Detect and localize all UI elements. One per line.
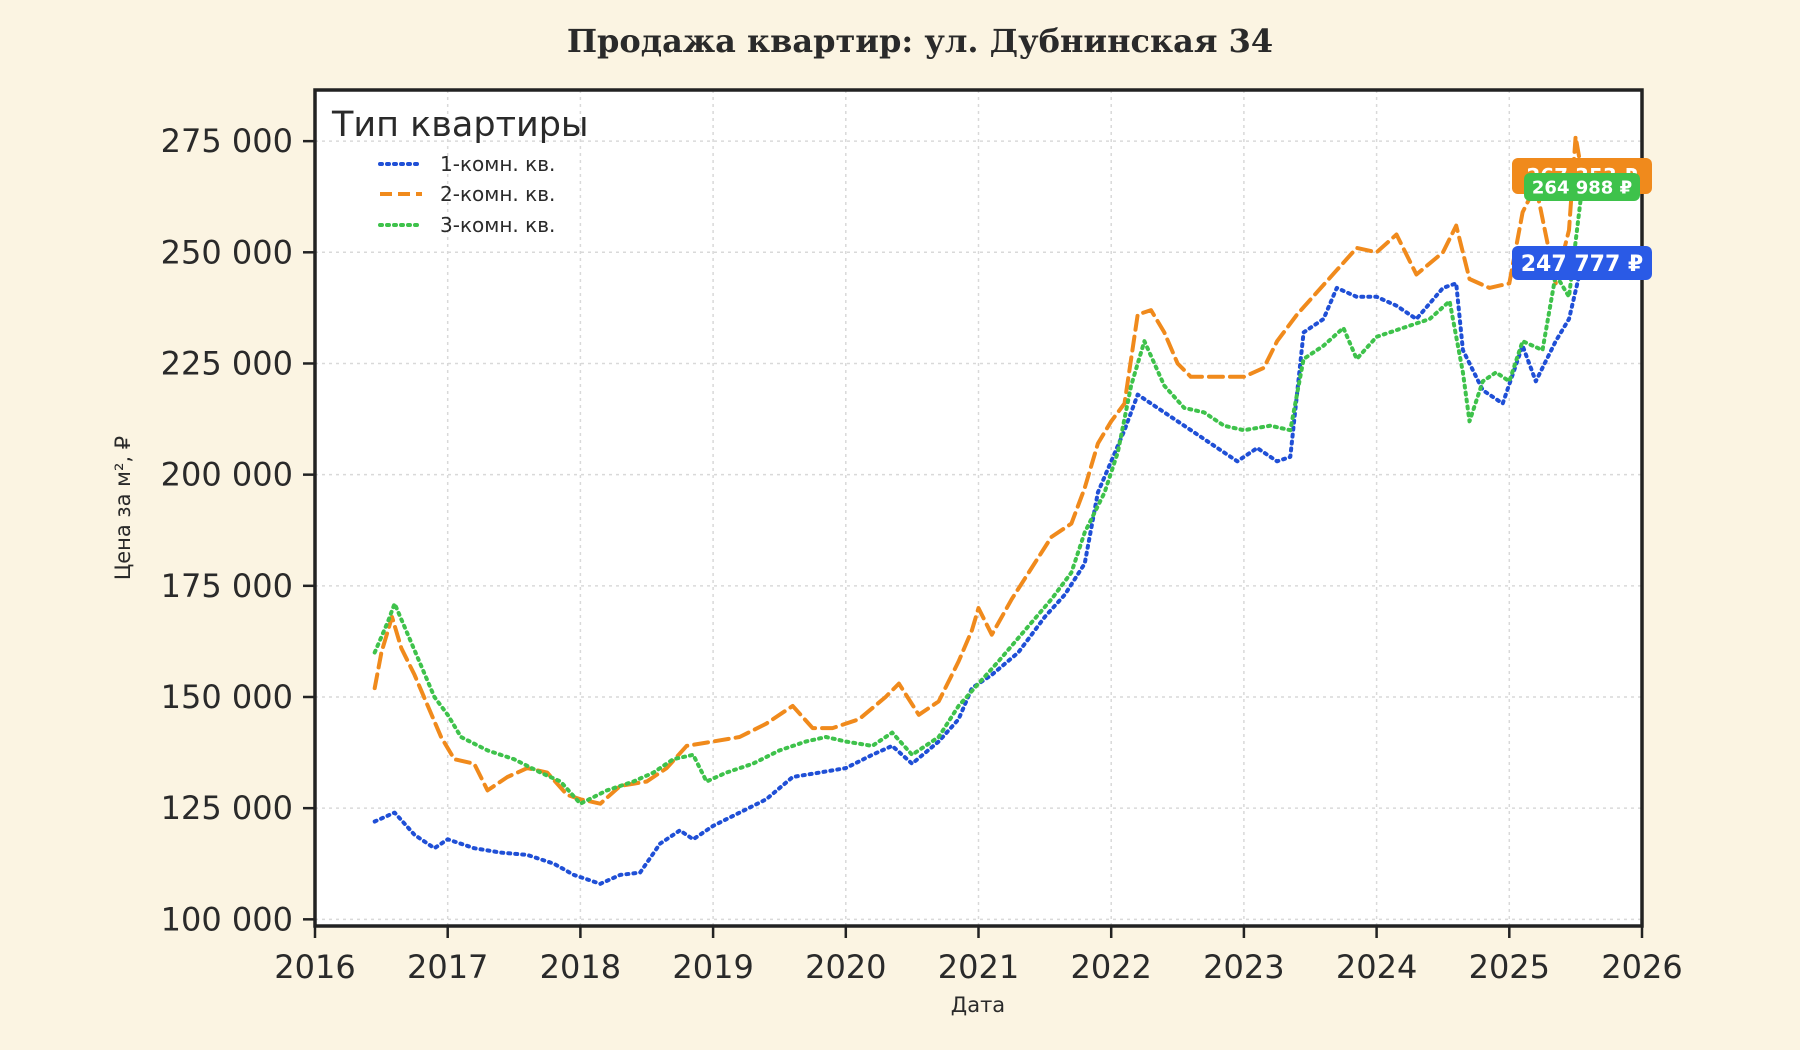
x-axis-label: Дата: [951, 993, 1005, 1017]
legend-label-2-room: 2-комн. кв.: [440, 182, 555, 206]
last-value-badges: 267 353 ₽264 988 ₽247 777 ₽: [1512, 158, 1652, 280]
x-tick-label: 2022: [1070, 948, 1151, 986]
x-tick-label: 2018: [540, 948, 621, 986]
last-value-badge-label: 264 988 ₽: [1532, 177, 1632, 198]
y-tick-label: 250 000: [161, 233, 293, 271]
y-axis-label: Цена за м², ₽: [111, 436, 135, 580]
series-line-3: [372, 183, 1585, 806]
legend: Тип квартиры 1-комн. кв. 2-комн. кв. 3-к…: [331, 105, 589, 237]
last-value-badge: [1524, 173, 1640, 201]
series-group: [372, 134, 1585, 886]
legend-label-1-room: 1-комн. кв.: [440, 152, 555, 176]
legend-title: Тип квартиры: [331, 105, 589, 145]
y-tick-label: 100 000: [161, 900, 293, 938]
plot-area: [315, 90, 1642, 926]
x-tick-label: 2021: [938, 948, 1019, 986]
axis-ticks: 2016 2017 2018 2019 2020 2021 2022 2023 2024 2025…: [161, 122, 1683, 986]
series-line-1: [372, 260, 1585, 886]
x-tick-label: 2016: [274, 948, 355, 986]
y-tick-label: 225 000: [161, 344, 293, 382]
last-value-badge-label: 247 777 ₽: [1521, 252, 1643, 277]
x-tick-label: 2025: [1469, 948, 1550, 986]
x-tick-label: 2017: [407, 948, 488, 986]
x-tick-label: 2023: [1203, 948, 1284, 986]
chart-title: Продажа квартир: ул. Дубнинская 34: [567, 22, 1273, 60]
y-tick-label: 275 000: [161, 122, 293, 160]
x-tick-label: 2026: [1601, 948, 1682, 986]
last-value-badge: [1512, 246, 1652, 280]
y-tick-label: 175 000: [161, 567, 293, 605]
y-tick-label: 125 000: [161, 789, 293, 827]
x-tick-label: 2019: [672, 948, 753, 986]
x-tick-label: 2024: [1336, 948, 1417, 986]
legend-label-3-room: 3-комн. кв.: [440, 213, 555, 237]
x-tick-label: 2020: [805, 948, 886, 986]
y-tick-label: 150 000: [161, 678, 293, 716]
y-tick-label: 200 000: [161, 456, 293, 494]
